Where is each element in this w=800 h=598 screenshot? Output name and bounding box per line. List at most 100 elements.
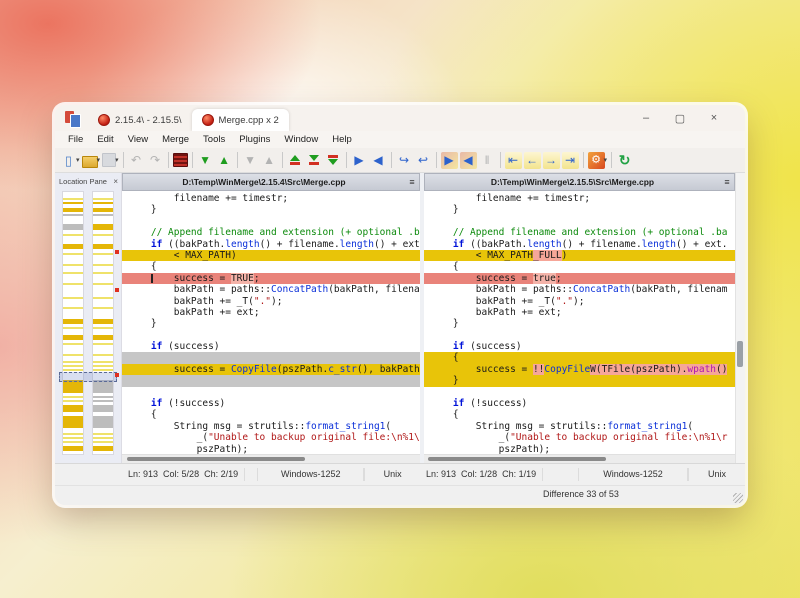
last-file-button[interactable]: ⇥ xyxy=(561,150,580,170)
location-diff-bar[interactable] xyxy=(93,361,113,363)
code-line[interactable]: } xyxy=(128,318,157,330)
code-line[interactable]: if (!success) xyxy=(150,398,226,410)
code-line[interactable] xyxy=(122,330,420,341)
pane-splitter[interactable] xyxy=(420,173,424,463)
location-diff-bar[interactable] xyxy=(63,441,83,443)
menu-merge[interactable]: Merge xyxy=(162,134,190,145)
next-file-button[interactable]: → xyxy=(542,150,561,170)
pane-menu-icon[interactable]: ≡ xyxy=(724,177,730,187)
resize-grip[interactable] xyxy=(733,493,743,503)
last-diff-button[interactable] xyxy=(324,150,343,170)
code-line[interactable]: < MAX_PATH) xyxy=(122,249,420,262)
location-diff-bar[interactable] xyxy=(93,307,113,309)
code-line[interactable]: } xyxy=(424,375,735,387)
code-line[interactable]: { xyxy=(128,261,157,273)
location-strip-left[interactable] xyxy=(62,191,84,455)
location-diff-bar[interactable] xyxy=(93,354,113,356)
location-diff-bar[interactable] xyxy=(63,416,83,428)
location-diff-bar[interactable] xyxy=(63,400,83,402)
location-diff-bar[interactable] xyxy=(63,343,83,345)
right-pane-header[interactable]: D:\Temp\WinMerge\2.15.5\Src\Merge.cpp ≡ xyxy=(424,173,735,191)
code-line[interactable]: if ((bakPath.length() + filename.length(… xyxy=(150,238,420,250)
scrollbar-thumb[interactable] xyxy=(737,341,743,367)
scrollbar-thumb[interactable] xyxy=(127,457,305,461)
code-line[interactable]: bakPath += ext; xyxy=(128,306,260,318)
code-line[interactable]: _("Unable to backup original file:\n%1\r xyxy=(430,432,728,444)
dropdown-arrow-icon[interactable]: ▾ xyxy=(76,157,80,164)
location-diff-bar[interactable] xyxy=(93,437,113,439)
menu-tools[interactable]: Tools xyxy=(203,134,226,145)
location-diff-bar[interactable] xyxy=(93,224,113,230)
code-line[interactable]: pszPath); xyxy=(430,443,551,454)
location-diff-bar[interactable] xyxy=(93,283,113,285)
code-line[interactable]: bakPath = paths::ConcatPath(bakPath, fil… xyxy=(128,284,420,296)
code-line[interactable]: success = TRUE; xyxy=(122,272,420,285)
location-diff-bar[interactable] xyxy=(93,253,113,255)
copy-right-advance-button[interactable]: ↪ xyxy=(395,150,414,170)
menu-file[interactable]: File xyxy=(68,134,84,145)
code-line[interactable]: } xyxy=(128,204,157,216)
refresh-button[interactable]: ↻ xyxy=(615,150,634,170)
location-diff-bar[interactable] xyxy=(93,396,113,398)
prev-file-button[interactable]: ← xyxy=(523,150,542,170)
copy-right-button[interactable]: ▶ xyxy=(350,150,369,170)
menu-help[interactable]: Help xyxy=(332,134,352,145)
location-diff-bar[interactable] xyxy=(93,198,113,200)
code-line[interactable]: { xyxy=(430,409,459,421)
right-horizontal-scrollbar[interactable] xyxy=(424,454,735,463)
next-diff-button[interactable]: ▼ xyxy=(196,150,215,170)
location-diff-bar[interactable] xyxy=(93,297,113,299)
dropdown-arrow-icon[interactable]: ▾ xyxy=(603,157,608,164)
location-diff-bar[interactable] xyxy=(63,437,83,439)
code-line[interactable]: pszPath); xyxy=(128,443,249,454)
location-diff-bar[interactable] xyxy=(63,405,83,412)
location-diff-bar[interactable] xyxy=(63,224,83,230)
next-conflict-button[interactable]: ▼ xyxy=(241,150,260,170)
code-line[interactable]: if (success) xyxy=(452,341,522,353)
location-diff-bar[interactable] xyxy=(63,198,83,200)
code-line[interactable]: bakPath += _T("."); xyxy=(128,295,283,307)
new-file-button[interactable]: ▯ ▾ xyxy=(59,150,81,170)
location-diff-bar[interactable] xyxy=(63,319,83,324)
pane-menu-icon[interactable]: ≡ xyxy=(409,177,415,187)
code-line[interactable]: filename += timestr; xyxy=(430,193,591,204)
prev-diff-button[interactable]: ▲ xyxy=(215,150,234,170)
location-diff-bar[interactable] xyxy=(63,244,83,249)
location-strip-right[interactable] xyxy=(92,191,114,455)
code-line[interactable]: success = !!CopyFileW(TFile(pszPath).wpa… xyxy=(424,363,735,376)
code-line[interactable]: success = CopyFile(pszPath.c_str(), bakP… xyxy=(122,363,420,376)
prev-conflict-button[interactable]: ▲ xyxy=(260,150,279,170)
tab-folder-compare[interactable]: 2.15.4\ - 2.15.5\ xyxy=(88,109,192,131)
save-all-button[interactable]: ‖ xyxy=(478,150,497,170)
code-line[interactable]: filename += timestr; xyxy=(128,193,289,204)
location-diff-bar[interactable] xyxy=(93,416,113,428)
location-diff-bar[interactable] xyxy=(93,433,113,435)
code-line[interactable]: { xyxy=(424,352,735,364)
location-diff-bar[interactable] xyxy=(63,214,83,216)
code-line[interactable]: if (success) xyxy=(150,341,220,353)
left-code-editor[interactable]: filename += timestr; } // Append filenam… xyxy=(122,191,420,454)
location-diff-bar[interactable] xyxy=(63,208,83,212)
location-diff-bar[interactable] xyxy=(93,272,113,274)
location-view-indicator[interactable] xyxy=(59,372,117,382)
location-diff-bar[interactable] xyxy=(63,335,83,340)
location-diff-bar[interactable] xyxy=(93,380,113,393)
minimize-button[interactable]: – xyxy=(642,112,650,124)
dropdown-arrow-icon[interactable]: ▾ xyxy=(115,157,119,164)
location-diff-bar[interactable] xyxy=(93,441,113,443)
code-line[interactable]: bakPath = paths::ConcatPath(bakPath, fil… xyxy=(430,284,728,296)
code-line[interactable]: _("Unable to backup original file:\n%1\r xyxy=(128,432,420,444)
location-diff-bar[interactable] xyxy=(93,234,113,236)
menu-edit[interactable]: Edit xyxy=(97,134,114,145)
location-diff-bar[interactable] xyxy=(63,433,83,435)
tab-file-compare[interactable]: Merge.cpp x 2 xyxy=(191,109,289,131)
code-line[interactable]: String msg = strutils::format_string1( xyxy=(128,420,392,432)
code-line[interactable]: } xyxy=(430,318,459,330)
location-diff-bar[interactable] xyxy=(63,361,83,363)
code-line[interactable] xyxy=(122,375,420,387)
copy-left-advance-button[interactable]: ↩ xyxy=(414,150,433,170)
menu-view[interactable]: View xyxy=(127,134,149,145)
location-diff-bar[interactable] xyxy=(93,319,113,324)
code-line[interactable]: } xyxy=(430,204,459,216)
code-line[interactable]: // Append filename and extension (+ opti… xyxy=(452,227,728,239)
